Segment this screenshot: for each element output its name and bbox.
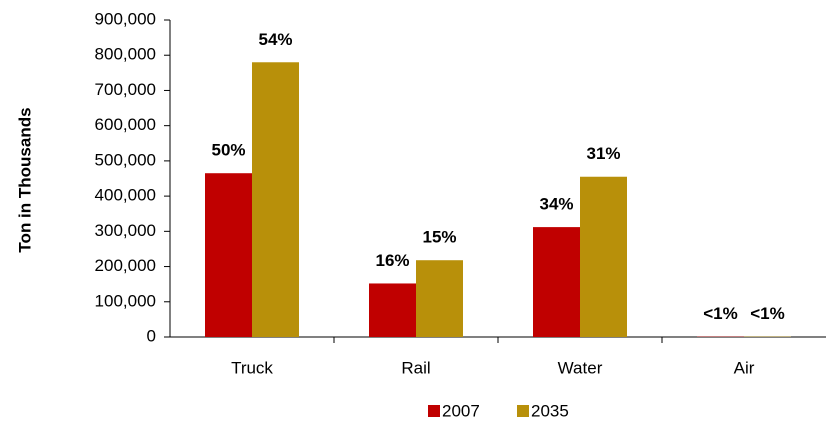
bar bbox=[533, 227, 580, 337]
y-tick-label: 400,000 bbox=[95, 186, 156, 205]
share-label: <1% bbox=[750, 304, 785, 323]
bar bbox=[580, 176, 627, 337]
bar bbox=[369, 283, 416, 337]
y-tick-label: 500,000 bbox=[95, 150, 156, 169]
y-tick-label: 100,000 bbox=[95, 291, 156, 310]
share-label: 34% bbox=[539, 195, 573, 214]
share-label: <1% bbox=[703, 304, 738, 323]
legend-label: 2007 bbox=[442, 401, 480, 420]
x-tick-label: Rail bbox=[401, 358, 430, 377]
bar bbox=[416, 260, 463, 337]
legend-swatch bbox=[428, 405, 440, 417]
share-label: 54% bbox=[258, 30, 292, 49]
y-tick-label: 600,000 bbox=[95, 115, 156, 134]
share-label: 16% bbox=[375, 251, 409, 270]
y-tick-label: 900,000 bbox=[95, 9, 156, 28]
share-label: 50% bbox=[211, 141, 245, 160]
y-axis-title: Ton in Thousands bbox=[15, 107, 34, 252]
bar bbox=[252, 62, 299, 338]
x-tick-label: Air bbox=[734, 358, 755, 377]
x-tick-label: Truck bbox=[231, 358, 273, 377]
y-tick-label: 800,000 bbox=[95, 45, 156, 64]
share-label: 31% bbox=[586, 144, 620, 163]
share-label: 15% bbox=[422, 228, 456, 247]
y-tick-label: 700,000 bbox=[95, 80, 156, 99]
legend-label: 2035 bbox=[531, 401, 569, 420]
y-tick-label: 200,000 bbox=[95, 256, 156, 275]
bar bbox=[205, 173, 252, 337]
y-tick-label: 0 bbox=[147, 326, 156, 345]
y-tick-label: 300,000 bbox=[95, 221, 156, 240]
x-tick-label: Water bbox=[558, 358, 603, 377]
legend-swatch bbox=[517, 405, 529, 417]
